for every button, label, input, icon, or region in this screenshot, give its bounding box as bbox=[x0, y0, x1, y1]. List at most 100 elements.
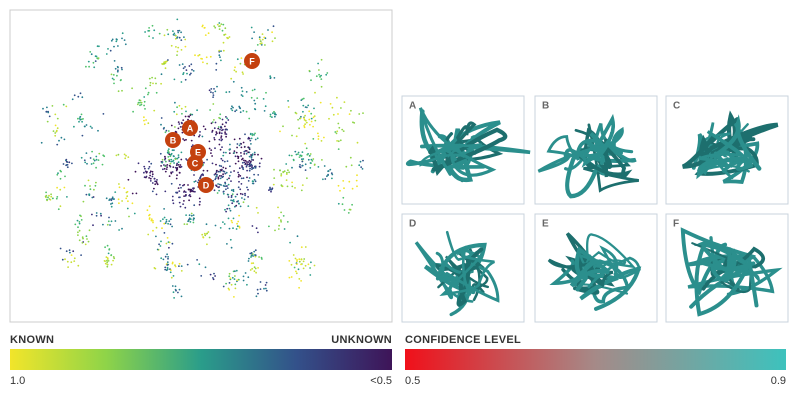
embedding-dot bbox=[219, 128, 221, 131]
embedding-dot bbox=[303, 258, 306, 260]
embedding-dot bbox=[95, 214, 98, 217]
embedding-dot bbox=[294, 150, 297, 153]
embedding-dot bbox=[286, 185, 289, 188]
embedding-dot bbox=[219, 117, 222, 120]
embedding-dot bbox=[180, 49, 183, 51]
embedding-dot bbox=[253, 151, 256, 154]
embedding-dot bbox=[160, 73, 163, 76]
embedding-dot bbox=[91, 127, 93, 129]
embedding-dot bbox=[220, 184, 223, 186]
confidence-min-label: 0.5 bbox=[405, 375, 420, 387]
embedding-dot bbox=[76, 219, 79, 222]
embedding-dot bbox=[251, 182, 254, 185]
embedding-dot bbox=[242, 73, 245, 75]
embedding-dot bbox=[152, 219, 154, 222]
embedding-dot bbox=[223, 160, 226, 163]
embedding-dot bbox=[300, 258, 303, 260]
embedding-dot bbox=[180, 151, 183, 154]
embedding-dot bbox=[220, 169, 223, 172]
embedding-dot bbox=[308, 118, 311, 121]
embedding-dot bbox=[298, 156, 301, 159]
embedding-dot bbox=[205, 223, 208, 226]
embedding-dot bbox=[171, 242, 174, 245]
embedding-dot bbox=[237, 220, 240, 223]
embedding-dot bbox=[291, 185, 294, 188]
embedding-dot bbox=[144, 108, 146, 110]
embedding-dot bbox=[152, 82, 154, 85]
embedding-dot bbox=[175, 177, 178, 180]
embedding-dot bbox=[288, 260, 291, 262]
embedding-dot bbox=[226, 243, 228, 245]
confidence-max-label: 0.9 bbox=[771, 375, 786, 387]
embedding-dot bbox=[149, 171, 152, 174]
embedding-dot bbox=[149, 174, 152, 177]
embedding-dot bbox=[271, 40, 274, 43]
embedding-dot bbox=[156, 248, 159, 251]
embedding-dot bbox=[280, 219, 282, 222]
embedding-dot bbox=[251, 153, 254, 156]
embedding-dot bbox=[144, 31, 147, 33]
embedding-dot bbox=[253, 178, 256, 181]
embedding-dot bbox=[144, 167, 146, 170]
embedding-dot bbox=[62, 163, 65, 165]
embedding-dot bbox=[81, 241, 84, 244]
embedding-dot bbox=[188, 115, 191, 118]
embedding-dot bbox=[108, 199, 111, 202]
embedding-dot bbox=[356, 185, 358, 188]
embedding-dot bbox=[247, 276, 250, 279]
embedding-dot bbox=[168, 241, 171, 244]
embedding-dot bbox=[143, 104, 146, 107]
embedding-dot bbox=[137, 101, 140, 104]
embedding-dot bbox=[117, 153, 120, 156]
embedding-dot bbox=[59, 169, 62, 172]
embedding-dot bbox=[170, 160, 173, 163]
embedding-dot bbox=[323, 165, 326, 167]
protein-ribbon bbox=[418, 107, 497, 177]
scale-right-title: UNKNOWN bbox=[331, 334, 392, 346]
embedding-dot bbox=[198, 134, 201, 137]
embedding-dot bbox=[135, 192, 138, 195]
embedding-dot bbox=[147, 91, 150, 94]
embedding-dot bbox=[241, 161, 244, 164]
embedding-dot bbox=[307, 158, 310, 161]
embedding-dot bbox=[209, 109, 212, 111]
embedding-dot bbox=[180, 39, 183, 41]
embedding-dot bbox=[231, 193, 234, 196]
embedding-dot bbox=[236, 279, 239, 281]
embedding-dot bbox=[222, 49, 225, 52]
embedding-dot bbox=[242, 201, 245, 204]
embedding-dot bbox=[238, 167, 241, 170]
embedding-dot bbox=[246, 186, 248, 189]
embedding-dot bbox=[244, 159, 247, 162]
embedding-dot bbox=[304, 114, 306, 117]
embedding-dot bbox=[123, 187, 126, 190]
embedding-dot bbox=[56, 127, 59, 130]
embedding-dot bbox=[56, 186, 58, 189]
embedding-dot bbox=[182, 138, 185, 140]
embedding-dot bbox=[305, 121, 308, 124]
embedding-dot bbox=[343, 101, 346, 103]
embedding-dot bbox=[248, 177, 251, 179]
embedding-dot bbox=[168, 160, 171, 162]
embedding-dot bbox=[167, 256, 170, 258]
embedding-dot bbox=[149, 84, 152, 87]
embedding-dot bbox=[73, 125, 75, 128]
embedding-dot bbox=[199, 131, 201, 133]
map-marker bbox=[198, 177, 214, 193]
embedding-dot bbox=[176, 18, 179, 21]
embedding-dot bbox=[176, 157, 179, 160]
embedding-dot bbox=[152, 229, 154, 232]
embedding-dot bbox=[295, 135, 298, 138]
embedding-dot bbox=[300, 115, 302, 118]
embedding-dot bbox=[242, 168, 245, 171]
embedding-dot bbox=[82, 200, 85, 203]
embedding-dot bbox=[250, 256, 252, 258]
embedding-dot bbox=[115, 40, 118, 43]
embedding-dot bbox=[254, 165, 257, 168]
embedding-dot bbox=[188, 188, 190, 191]
protein-ribbon bbox=[681, 122, 779, 169]
embedding-dot bbox=[240, 177, 243, 180]
embedding-dot bbox=[234, 275, 236, 277]
embedding-dot bbox=[95, 155, 98, 158]
embedding-dot bbox=[111, 38, 114, 41]
